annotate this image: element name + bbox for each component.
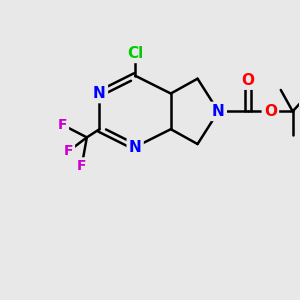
Text: N: N — [129, 140, 142, 154]
Text: Cl: Cl — [127, 46, 143, 61]
Text: F: F — [58, 118, 67, 132]
Text: O: O — [264, 104, 277, 119]
Text: O: O — [242, 73, 255, 88]
Text: N: N — [93, 86, 106, 101]
Text: F: F — [77, 159, 86, 173]
Text: F: F — [64, 145, 73, 158]
Text: N: N — [212, 104, 225, 119]
